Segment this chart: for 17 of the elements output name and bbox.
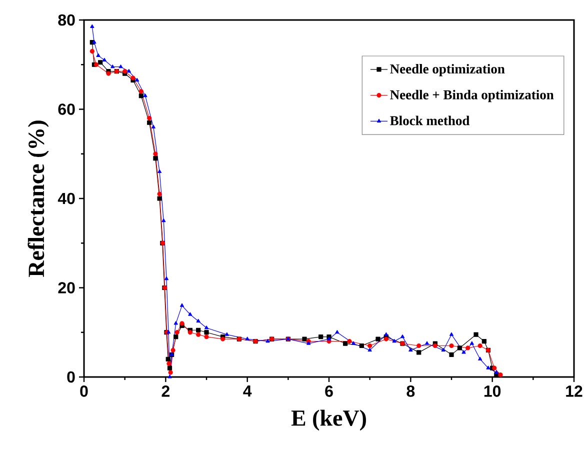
x-tick-label: 0	[80, 386, 88, 397]
legend-label: Block method	[390, 116, 470, 126]
y-tick-label: 80	[58, 14, 75, 26]
legend-label: Needle + Binda optimization	[390, 90, 554, 102]
y-tick-label: 60	[58, 104, 75, 115]
x-tick-label: 10	[484, 386, 501, 397]
y-tick-label: 20	[58, 282, 75, 294]
legend-label: Needle optimization	[390, 64, 505, 76]
x-tick-label: 2	[162, 386, 170, 397]
y-axis-title: Reflectance (%)	[28, 120, 49, 277]
y-tick-label: 40	[58, 192, 75, 204]
x-tick-label: 6	[325, 386, 333, 397]
y-tick-label: 0	[67, 371, 75, 383]
x-tick-label: 8	[406, 386, 415, 397]
x-tick-label: 4	[243, 386, 252, 397]
x-tick-label: 12	[566, 386, 582, 397]
x-axis-title: E (keV)	[291, 410, 366, 431]
